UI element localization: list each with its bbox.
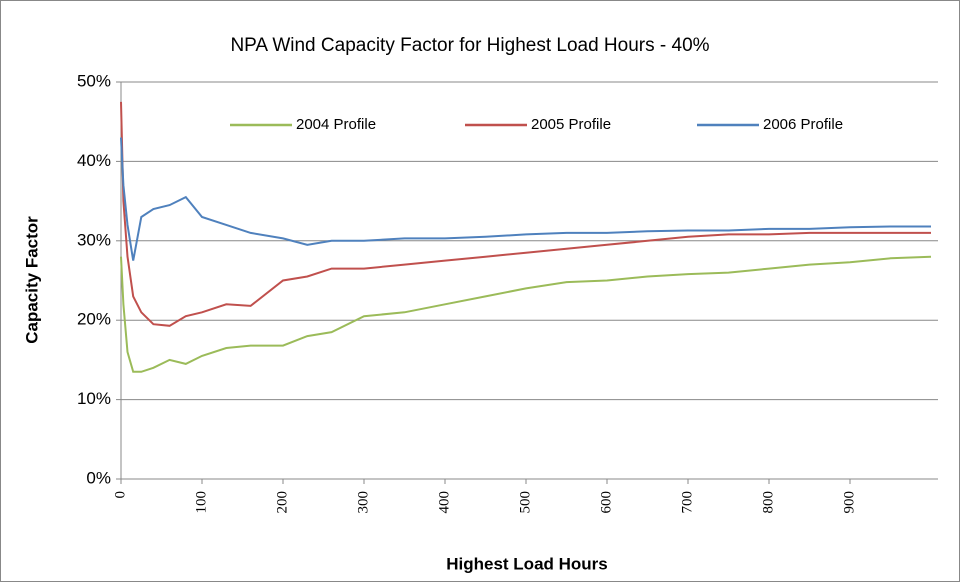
y-tick-label: 50% bbox=[77, 71, 111, 90]
x-tick-label: 800 bbox=[760, 491, 776, 514]
x-tick-label: 700 bbox=[679, 491, 695, 514]
chart-title: NPA Wind Capacity Factor for Highest Loa… bbox=[230, 35, 709, 56]
x-tick-label: 500 bbox=[517, 491, 533, 514]
y-tick-label: 20% bbox=[77, 310, 111, 329]
legend-label: 2006 Profile bbox=[763, 116, 843, 133]
y-tick-label: 30% bbox=[77, 230, 111, 249]
x-tick-label: 400 bbox=[436, 491, 452, 514]
x-tick-label: 100 bbox=[193, 491, 209, 514]
x-axis-title: Highest Load Hours bbox=[446, 554, 608, 573]
x-tick-label: 600 bbox=[598, 491, 614, 514]
legend-label: 2004 Profile bbox=[296, 116, 376, 133]
data-line bbox=[120, 101, 931, 327]
data-line bbox=[120, 137, 931, 261]
x-tick-label: 300 bbox=[355, 491, 371, 514]
x-tick-label: 900 bbox=[841, 491, 857, 514]
y-axis-title: Capacity Factor bbox=[22, 216, 41, 344]
y-tick-label: 0% bbox=[86, 468, 111, 487]
x-tick-label: 200 bbox=[274, 491, 290, 514]
x-tick-label: 0 bbox=[112, 491, 128, 499]
y-tick-label: 40% bbox=[77, 151, 111, 170]
y-tick-label: 10% bbox=[77, 389, 111, 408]
legend-label: 2005 Profile bbox=[531, 116, 611, 133]
data-line bbox=[120, 255, 932, 373]
